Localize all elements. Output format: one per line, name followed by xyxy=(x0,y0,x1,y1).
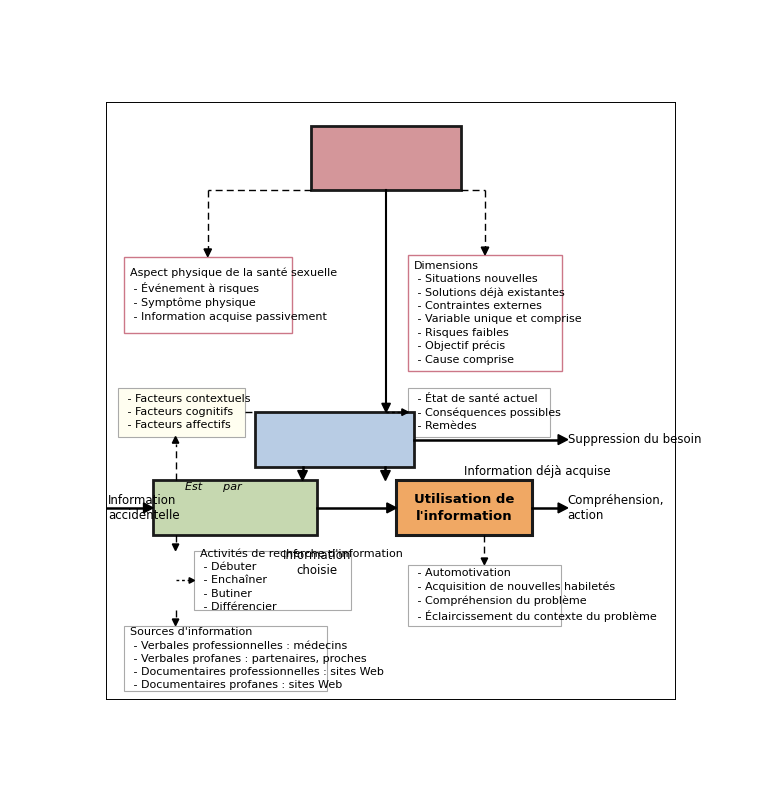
Polygon shape xyxy=(402,409,408,416)
Text: Aspect physique de la santé sexuelle
 - Événement à risques
 - Symptôme physique: Aspect physique de la santé sexuelle - É… xyxy=(130,268,337,322)
Polygon shape xyxy=(387,503,396,513)
FancyBboxPatch shape xyxy=(311,125,462,189)
Text: Compréhension,
action: Compréhension, action xyxy=(568,494,664,522)
FancyBboxPatch shape xyxy=(408,565,561,626)
Polygon shape xyxy=(143,503,153,513)
Polygon shape xyxy=(298,470,307,481)
Polygon shape xyxy=(558,435,568,444)
Polygon shape xyxy=(204,249,212,257)
FancyBboxPatch shape xyxy=(123,257,292,333)
Polygon shape xyxy=(172,436,179,444)
FancyBboxPatch shape xyxy=(255,412,415,467)
Polygon shape xyxy=(558,503,568,513)
FancyBboxPatch shape xyxy=(153,481,317,535)
Text: Activités de recherche d'information
 - Débuter
 - Enchaîner
 - Butiner
 - Diffé: Activités de recherche d'information - D… xyxy=(200,549,403,612)
Text: Est      par: Est par xyxy=(185,482,242,492)
Polygon shape xyxy=(172,619,179,626)
Polygon shape xyxy=(172,544,179,550)
FancyBboxPatch shape xyxy=(123,626,328,691)
FancyBboxPatch shape xyxy=(408,388,550,436)
FancyBboxPatch shape xyxy=(194,550,351,611)
Text: Dimensions
 - Situations nouvelles
 - Solutions déjà existantes
 - Contraintes e: Dimensions - Situations nouvelles - Solu… xyxy=(415,261,581,364)
Text: Sources d'information
 - Verbales professionnelles : médecins
 - Verbales profan: Sources d'information - Verbales profess… xyxy=(130,626,383,691)
Text: Information
choisie: Information choisie xyxy=(283,550,351,577)
Text: - État de santé actuel
 - Conséquences possibles
 - Remèdes: - État de santé actuel - Conséquences po… xyxy=(415,394,561,431)
Text: - Automotivation
 - Acquisition de nouvelles habiletés
 - Compréhension du probl: - Automotivation - Acquisition de nouvel… xyxy=(415,568,657,622)
Text: Information
accidentelle: Information accidentelle xyxy=(108,494,180,522)
Text: Information déjà acquise: Information déjà acquise xyxy=(464,465,611,478)
Polygon shape xyxy=(189,577,194,583)
Polygon shape xyxy=(381,470,390,481)
FancyBboxPatch shape xyxy=(408,255,562,371)
Text: - Facteurs contextuels
 - Facteurs cognitifs
 - Facteurs affectifs: - Facteurs contextuels - Facteurs cognit… xyxy=(123,394,250,430)
FancyBboxPatch shape xyxy=(117,388,245,436)
Polygon shape xyxy=(482,558,488,565)
Text: Utilisation de
l'information: Utilisation de l'information xyxy=(415,493,514,523)
FancyBboxPatch shape xyxy=(396,481,533,535)
Polygon shape xyxy=(382,403,390,412)
Polygon shape xyxy=(482,247,488,255)
Text: Suppression du besoin: Suppression du besoin xyxy=(568,433,701,446)
